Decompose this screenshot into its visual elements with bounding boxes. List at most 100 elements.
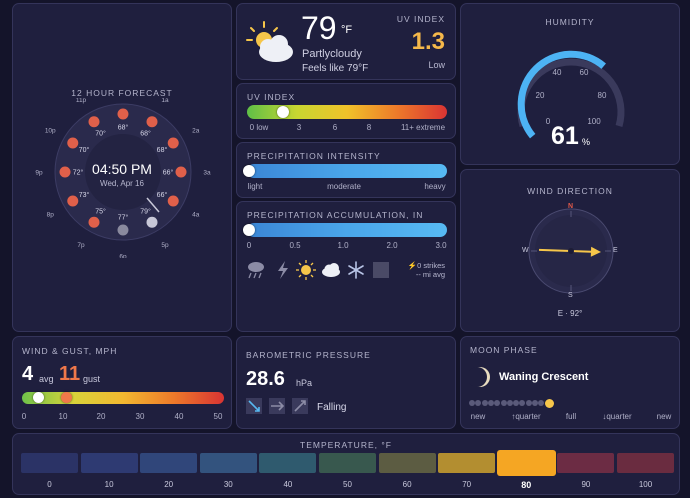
forecast-hour-temp: 66°	[163, 169, 174, 177]
wind-scale-bar	[22, 392, 224, 404]
compass-south: S	[568, 292, 573, 299]
precip-intensity-card: PRECIPITATION INTENSITY light moderate h…	[236, 142, 456, 198]
wind-tick: 30	[135, 412, 145, 421]
temperature-segment	[557, 453, 615, 473]
wind-gust-card: WIND & GUST, MPH 4 avg 11 gust 0 10 20 3…	[12, 336, 232, 429]
pressure-unit: hPa	[296, 378, 313, 388]
wind-compass	[528, 208, 614, 294]
moon-phase-dot	[525, 400, 532, 406]
humidity-tick: 60	[579, 68, 589, 77]
forecast-hour-dot	[117, 224, 129, 236]
moon-phase-track	[469, 399, 669, 409]
uv-index-card: UV INDEX 0 low 3 6 8 11+ extreme	[236, 83, 456, 139]
forecast-card: 12 HOUR FORECAST 12a68°1a68°2a68°3a66°4a…	[12, 3, 232, 332]
forecast-hour-dot	[146, 216, 158, 228]
temperature-label: 90	[581, 480, 591, 489]
forecast-hour-dot	[59, 166, 71, 178]
wind-gust-value: 11	[59, 363, 81, 385]
temperature-label: 60	[402, 480, 412, 489]
precip-intensity-marker	[243, 165, 255, 177]
uv-index-title: UV INDEX	[247, 92, 296, 102]
precip-intensity-title: PRECIPITATION INTENSITY	[247, 151, 381, 161]
pressure-steady-icon	[269, 398, 285, 414]
wind-gust-title: WIND & GUST, MPH	[22, 346, 118, 356]
compass-west: W	[522, 247, 529, 254]
precip-accum-tick: 3.0	[435, 241, 447, 250]
uv-index-marker	[276, 106, 289, 118]
forecast-hour-label: 6p	[119, 254, 127, 259]
temperature-segment	[496, 450, 556, 476]
forecast-hour-dot	[175, 166, 187, 178]
precip-accum-bar	[247, 223, 447, 237]
precip-accum-tick: 0.5	[289, 241, 301, 250]
moon-phase-card: MOON PHASE Waning Crescent new ↑quarter …	[460, 336, 680, 429]
forecast-hour-label: 7p	[77, 242, 85, 249]
wind-tick: 10	[58, 412, 68, 421]
cloud-icon	[322, 263, 340, 277]
current-conditions-card: 79 °F Partlycloudy Feels like 79°F UV IN…	[236, 3, 456, 80]
humidity-card: HUMIDITY 0 20 40 60 80 100 61 %	[460, 3, 680, 165]
precip-accum-card: PRECIPITATION ACCUMULATION, IN 0 0.5 1.0…	[236, 201, 456, 332]
moon-phase-dot	[481, 400, 488, 406]
uv-tick: 11+ extreme	[400, 123, 446, 132]
humidity-title: HUMIDITY	[545, 17, 595, 27]
forecast-hour-label: 10p	[45, 128, 56, 135]
precip-intensity-tick: heavy	[424, 182, 446, 191]
temperature-label: 20	[164, 480, 174, 489]
wind-tick: 50	[213, 412, 223, 421]
forecast-clock: 12a68°1a68°2a68°3a66°4a66°5p79°6p77°7p75…	[35, 98, 211, 259]
forecast-hour-temp: 70°	[79, 146, 90, 154]
temperature-segment	[319, 453, 376, 473]
current-condition: Partlycloudy	[302, 48, 362, 60]
moon-label: full	[565, 412, 577, 421]
temperature-title: TEMPERATURE, °F	[300, 440, 392, 450]
forecast-hour-label: 1a	[161, 98, 169, 104]
moon-phase-dot	[544, 399, 554, 408]
forecast-title: 12 HOUR FORECAST	[71, 88, 173, 98]
humidity-gauge	[517, 50, 625, 139]
forecast-hour-dot	[117, 108, 129, 120]
pressure-trend-icons	[246, 398, 308, 414]
humidity-tick: 40	[552, 68, 562, 77]
moon-label: ↑quarter	[511, 412, 541, 421]
humidity-tick: 80	[597, 91, 607, 100]
wind-avg-label: avg	[39, 374, 54, 384]
forecast-hour-dot	[88, 116, 100, 128]
forecast-hour-dot	[167, 195, 179, 207]
temperature-label: 70	[462, 480, 472, 489]
uv-tick: 3	[296, 123, 302, 132]
lightning-strikes: ⚡0 strikes	[407, 261, 445, 270]
humidity-tick: 20	[535, 91, 545, 100]
wind-gust-marker	[61, 392, 73, 403]
forecast-hour-dot	[67, 137, 79, 149]
precip-accum-title: PRECIPITATION ACCUMULATION, IN	[247, 210, 424, 220]
forecast-hour-label: 2a	[192, 128, 200, 135]
wind-gust-label: gust	[83, 374, 101, 384]
moon-label: new	[656, 412, 672, 421]
rain-cloud-icon	[248, 262, 264, 279]
forecast-hour-temp: 66°	[157, 191, 168, 199]
forecast-hour-label: 5p	[161, 242, 169, 249]
pressure-value: 28.6	[246, 368, 285, 390]
temperature-label: 0	[47, 480, 52, 489]
pressure-down-icon	[246, 398, 262, 414]
moon-phase-dot	[487, 400, 494, 406]
wind-direction-card: WIND DIRECTION N E S W E · 92°	[460, 169, 680, 332]
humidity-unit: %	[582, 137, 591, 147]
forecast-hour-temp: 75°	[95, 207, 106, 215]
temperature-label: 50	[343, 480, 352, 489]
forecast-hour-label: 4a	[192, 212, 200, 219]
temperature-card: TEMPERATURE, °F 0 10 20 30 40 50 60 70 80 90 100	[12, 433, 680, 495]
moon-phase-name: Waning Crescent	[499, 371, 589, 383]
forecast-hour-temp: 72°	[73, 169, 84, 177]
compass-north: N	[568, 203, 574, 210]
temperature-segment	[617, 453, 674, 473]
precip-intensity-bar	[247, 164, 447, 178]
precip-intensity-tick: moderate	[327, 182, 361, 191]
forecast-clock-hand	[146, 197, 160, 213]
forecast-hour-temp: 77°	[118, 214, 129, 222]
uv-tick: 0 low	[249, 123, 269, 132]
forecast-hour-temp: 68°	[140, 130, 151, 138]
precip-type-icons	[248, 260, 389, 280]
precip-intensity-tick: light	[247, 182, 263, 191]
